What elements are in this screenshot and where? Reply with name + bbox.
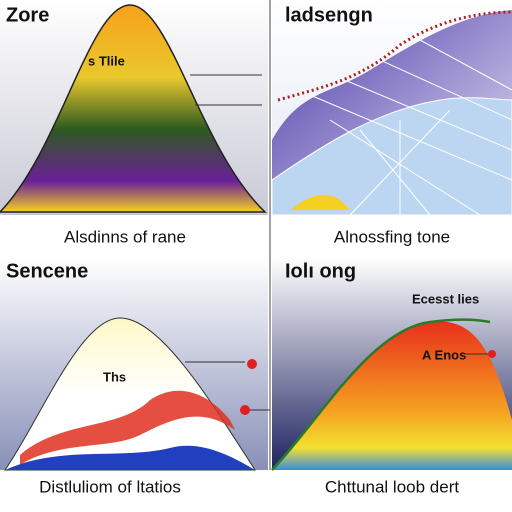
label: A Enos <box>422 347 466 362</box>
caption: Alnossfing tone <box>334 227 450 246</box>
surface <box>271 97 512 216</box>
panel: Iolı ong Ecesst lies A Enos Chttunal loo… <box>271 258 512 496</box>
grid <box>309 39 512 216</box>
label: s Tlile <box>88 53 125 68</box>
dots <box>277 10 512 102</box>
base <box>5 445 255 470</box>
dot <box>488 350 496 358</box>
dot <box>240 405 250 415</box>
panel: Sencene Ths Distluliom of ltatios <box>0 258 270 496</box>
dot <box>247 359 257 369</box>
panel-title: Sencene <box>6 260 88 282</box>
panel: Zore s Tlile Alsdinns of rane <box>0 0 268 246</box>
panel-title: Iolı ong <box>285 260 356 282</box>
hill <box>0 4 267 213</box>
band <box>20 390 235 465</box>
caption: Chttunal loob dert <box>325 477 459 496</box>
spot <box>290 194 350 210</box>
panel-title: Zore <box>6 4 49 26</box>
label: Ths <box>103 369 126 384</box>
panel: ladsengn Alnossfing tone <box>271 0 512 246</box>
outline <box>271 318 491 471</box>
panel-title: ladsengn <box>285 4 373 26</box>
hill <box>272 321 512 470</box>
caption: Distluliom of ltatios <box>39 477 181 496</box>
label: Ecesst lies <box>412 291 479 306</box>
caption: Alsdinns of rane <box>64 227 186 246</box>
